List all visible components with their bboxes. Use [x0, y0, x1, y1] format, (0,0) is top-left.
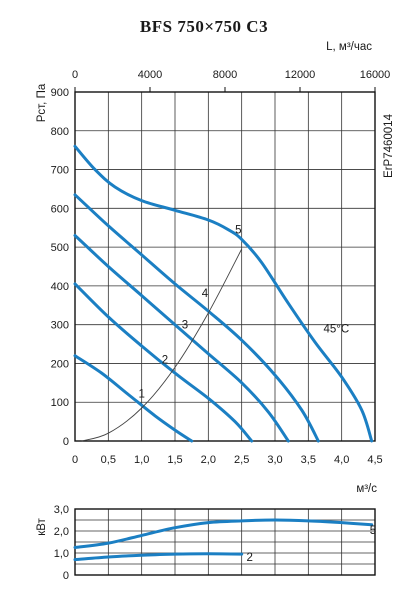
x-tick-label: 4,0 [334, 454, 349, 466]
power-curve-2 [73, 518, 374, 549]
power-curve-label: 5 [370, 525, 376, 537]
y-tick-label: 300 [51, 320, 69, 332]
plot-layer: 0 0,5 1,0 1,5 2,0 2,5 3,0 3,5 4,0 4,5010020030040… [51, 69, 391, 582]
power-y-tick-label: 2,0 [54, 526, 69, 538]
power-y-tick-label: 1,0 [54, 548, 69, 560]
curve-label: 2 [162, 355, 168, 367]
y-tick-label: 0 [63, 436, 69, 448]
x-tick-label: 3,5 [301, 454, 316, 466]
y-tick-label: 600 [51, 203, 69, 215]
x2-tick-label: 0 [72, 69, 78, 81]
erp-code-label: ErP7460014 [383, 113, 395, 178]
power-axis-label: кВт [36, 517, 48, 535]
fan-curve-3 [73, 234, 290, 443]
x2-tick-label: 4000 [138, 69, 162, 81]
curve-label: 5 [235, 225, 241, 237]
curve-label: 4 [202, 288, 209, 300]
y-tick-label: 800 [51, 126, 69, 138]
x-tick-label: 0,5 [101, 454, 116, 466]
x-tick-label: 4,5 [367, 454, 382, 466]
chart-title: BFS 750×750 C3 [140, 17, 268, 36]
x-tick-label: 2,5 [234, 454, 249, 466]
power-curve-label: 2 [246, 552, 252, 564]
power-y-tick-label: 3,0 [54, 504, 69, 516]
curve-label: 1 [138, 389, 144, 401]
x-tick-label: 1,5 [167, 454, 182, 466]
fan-curve-1 [73, 354, 194, 443]
y-axis-label: Рст, Па [36, 83, 48, 122]
x-axis-label: м³/с [356, 483, 377, 495]
power-curve-1 [73, 552, 244, 562]
fan-curve-5 [73, 144, 374, 443]
fan-curve-4 [73, 193, 320, 443]
power-y-tick-label: 0 [63, 570, 69, 582]
y-tick-label: 500 [51, 242, 69, 254]
y-tick-label: 100 [51, 397, 69, 409]
system-curve [81, 248, 243, 442]
x-tick-label: 3,0 [267, 454, 282, 466]
y-tick-label: 200 [51, 358, 69, 370]
curve-label: 45°C [323, 324, 349, 336]
power-frame [74, 508, 376, 576]
curve-label: 3 [182, 320, 188, 332]
x2-tick-label: 16000 [360, 69, 391, 81]
x2-axis-label: L, м³/час [326, 41, 372, 53]
y-tick-label: 900 [51, 87, 69, 99]
x-tick-label: 2,0 [201, 454, 216, 466]
y-tick-label: 400 [51, 281, 69, 293]
x2-tick-label: 8000 [213, 69, 237, 81]
x-tick-label: 1,0 [134, 454, 149, 466]
x-tick-label: 0 [72, 454, 78, 466]
y-tick-label: 700 [51, 165, 69, 177]
x2-tick-label: 12000 [285, 69, 316, 81]
fan-curve-2 [73, 282, 254, 443]
